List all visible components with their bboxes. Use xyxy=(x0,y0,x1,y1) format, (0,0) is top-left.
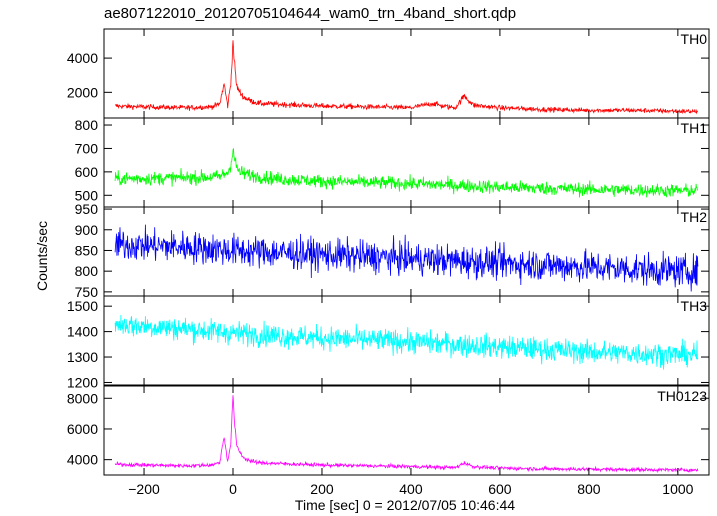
y-tick-label: 1400 xyxy=(67,324,98,340)
y-tick-label: 750 xyxy=(75,284,99,300)
y-tick-label: 4000 xyxy=(67,452,98,468)
panel-label-th1: TH1 xyxy=(681,120,708,136)
x-axis: −200 0 200 400 600 800 1000 xyxy=(128,481,693,497)
x-tick-label: 400 xyxy=(399,481,423,497)
y-tick-label: 500 xyxy=(75,187,99,203)
x-tick-label: 800 xyxy=(577,481,601,497)
y-tick-label: 1300 xyxy=(67,349,98,365)
x-tick-label: −200 xyxy=(128,481,160,497)
panel-th2: 750 800 850 900 950 TH2 xyxy=(75,201,710,300)
panel-th0: 2000 4000 TH0 xyxy=(67,28,710,119)
y-tick-label: 8000 xyxy=(67,390,98,406)
y-tick-label: 1200 xyxy=(67,374,98,390)
panel-label-th2: TH2 xyxy=(681,209,708,225)
chart-title: ae807122010_20120705104644_wam0_trn_4ban… xyxy=(104,5,516,22)
x-tick-label: 600 xyxy=(488,481,512,497)
series-th1-line xyxy=(114,148,699,198)
panel-th1: 500 600 700 800 TH1 xyxy=(75,117,710,208)
x-tick-label: 200 xyxy=(310,481,334,497)
series-th3-line xyxy=(114,314,699,370)
series-th0-line xyxy=(114,40,699,115)
panel-frame xyxy=(103,28,710,119)
series-th0123-line xyxy=(114,395,699,474)
y-axis-label: Counts/sec xyxy=(34,221,50,291)
y-tick-label: 850 xyxy=(75,242,99,258)
y-tick-label: 950 xyxy=(75,201,99,217)
panel-label-th0: TH0 xyxy=(681,31,708,47)
y-tick-label: 800 xyxy=(75,263,99,279)
panel-label-th3: TH3 xyxy=(681,298,708,314)
panel-th3: 1200 1300 1400 1500 TH3 xyxy=(67,295,710,390)
y-tick-label: 1500 xyxy=(67,298,98,314)
series-th2-line xyxy=(114,224,699,292)
y-tick-label: 900 xyxy=(75,222,99,238)
panel-th0123: 4000 6000 8000 TH0123 xyxy=(67,385,710,476)
x-tick-label: 1000 xyxy=(662,481,693,497)
panel-frame xyxy=(103,385,710,476)
y-tick-label: 6000 xyxy=(67,421,98,437)
panel-frame xyxy=(103,117,710,208)
y-tick-label: 800 xyxy=(75,117,99,133)
y-tick-label: 600 xyxy=(75,164,99,180)
y-tick-label: 4000 xyxy=(67,50,98,66)
y-tick-label: 700 xyxy=(75,140,99,156)
panel-label-th0123: TH0123 xyxy=(657,388,707,404)
y-tick-label: 2000 xyxy=(67,84,98,100)
panels: 2000 4000 TH0 500 600 700 800 TH1 750 800 850 900 95… xyxy=(67,28,710,476)
x-tick-label: 0 xyxy=(229,481,237,497)
panel-frame xyxy=(103,295,710,386)
x-axis-label: Time [sec] 0 = 2012/07/05 10:46:44 xyxy=(295,497,515,513)
